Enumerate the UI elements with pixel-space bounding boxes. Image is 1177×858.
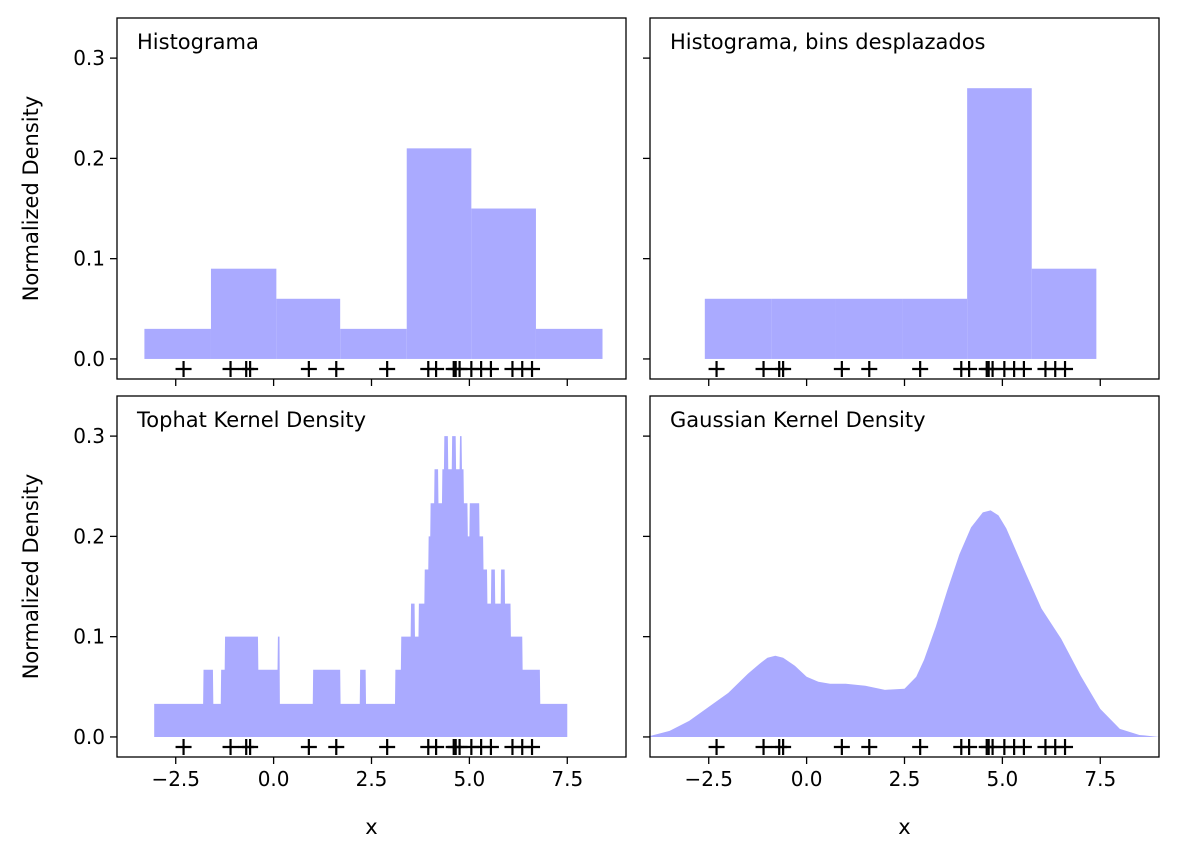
panel-title: Histograma [137,30,259,54]
sample-marker [175,738,192,755]
panel-title: Histograma, bins desplazados [670,30,985,54]
sample-marker [833,360,850,377]
panel-title: Gaussian Kernel Density [670,408,926,432]
sample-marker [775,738,792,755]
sample-marker [524,360,541,377]
plot-area [704,88,1097,377]
histogram-bar [771,298,836,359]
histogram-bar [276,298,341,359]
x-tick-label: 0.0 [791,767,823,791]
sample-marker [708,360,725,377]
sample-marker [524,738,541,755]
histogram-bar [535,328,603,359]
y-tick-label: 0.0 [73,347,105,371]
sample-marker [755,738,772,755]
sample-marker [861,738,878,755]
y-tick-label: 0.1 [73,625,105,649]
sample-marker [708,738,725,755]
histogram-bar [406,148,472,359]
histogram-bar [835,298,903,359]
density-area [650,510,1159,737]
y-tick-label: 0.3 [73,46,105,70]
histogram-bar [704,298,772,359]
histogram-bar [471,208,536,359]
sample-marker [379,360,396,377]
y-tick-label: 0.3 [73,424,105,448]
plot-area [144,148,603,377]
sample-marker [242,738,259,755]
x-tick-label: −2.5 [684,767,733,791]
sample-marker [1015,360,1032,377]
y-tick-label: 0.1 [73,247,105,271]
x-axis-label: x [898,815,910,839]
sample-marker [775,360,792,377]
sample-marker [912,360,929,377]
sample-marker [482,360,499,377]
histogram-bar [967,88,1032,359]
sample-marker [912,738,929,755]
sample-marker [833,738,850,755]
x-tick-label: 5.0 [986,767,1018,791]
x-tick-label: 5.0 [453,767,485,791]
panel-tophat-kernel-density: −2.5 0.0 2.5 5.0 7.5 0.0 0.1 0.2 0.3 Tophat Kerne… [19,395,627,839]
sample-marker [482,738,499,755]
histogram-bar [210,268,277,359]
plot-area [154,436,568,755]
sample-marker [300,360,317,377]
panel-title: Tophat Kernel Density [136,408,366,432]
histogram-bar [1031,268,1097,359]
x-tick-label: 7.5 [551,767,583,791]
histogram-bar [340,328,407,359]
sample-marker [1015,738,1032,755]
panel-histogram-shifted-bins: Histograma, bins desplazados [643,17,1160,386]
sample-marker [428,738,445,755]
plot-area [650,510,1159,755]
sample-marker [222,738,239,755]
x-tick-label: 2.5 [356,767,388,791]
histogram-bar [902,298,968,359]
sample-marker [961,738,978,755]
sample-marker [175,360,192,377]
sample-marker [328,360,345,377]
x-axis-label: x [365,815,377,839]
x-tick-label: 2.5 [889,767,921,791]
y-tick-label: 0.2 [73,524,105,548]
density-area [154,436,568,737]
y-axis-label: Normalized Density [19,474,43,680]
sample-marker [861,360,878,377]
y-tick-label: 0.0 [73,725,105,749]
x-tick-label: 0.0 [258,767,290,791]
panel-gaussian-kernel-density: −2.5 0.0 2.5 5.0 7.5 Gaussian Kernel Density x [643,395,1160,839]
y-axis-label: Normalized Density [19,96,43,302]
sample-marker [1057,738,1074,755]
sample-marker [1057,360,1074,377]
panel-histogram: 0.0 0.1 0.2 0.3 Histograma Normalized Density [19,17,627,386]
sample-marker [328,738,345,755]
histogram-bar [144,328,211,359]
sample-marker [222,360,239,377]
axes-frame [116,395,627,758]
y-tick-label: 0.2 [73,146,105,170]
sample-marker [755,360,772,377]
sample-marker [379,738,396,755]
axes-frame [116,17,627,380]
sample-marker [242,360,259,377]
sample-marker [428,360,445,377]
x-tick-label: −2.5 [151,767,200,791]
sample-marker [300,738,317,755]
sample-marker [961,360,978,377]
x-tick-label: 7.5 [1084,767,1116,791]
